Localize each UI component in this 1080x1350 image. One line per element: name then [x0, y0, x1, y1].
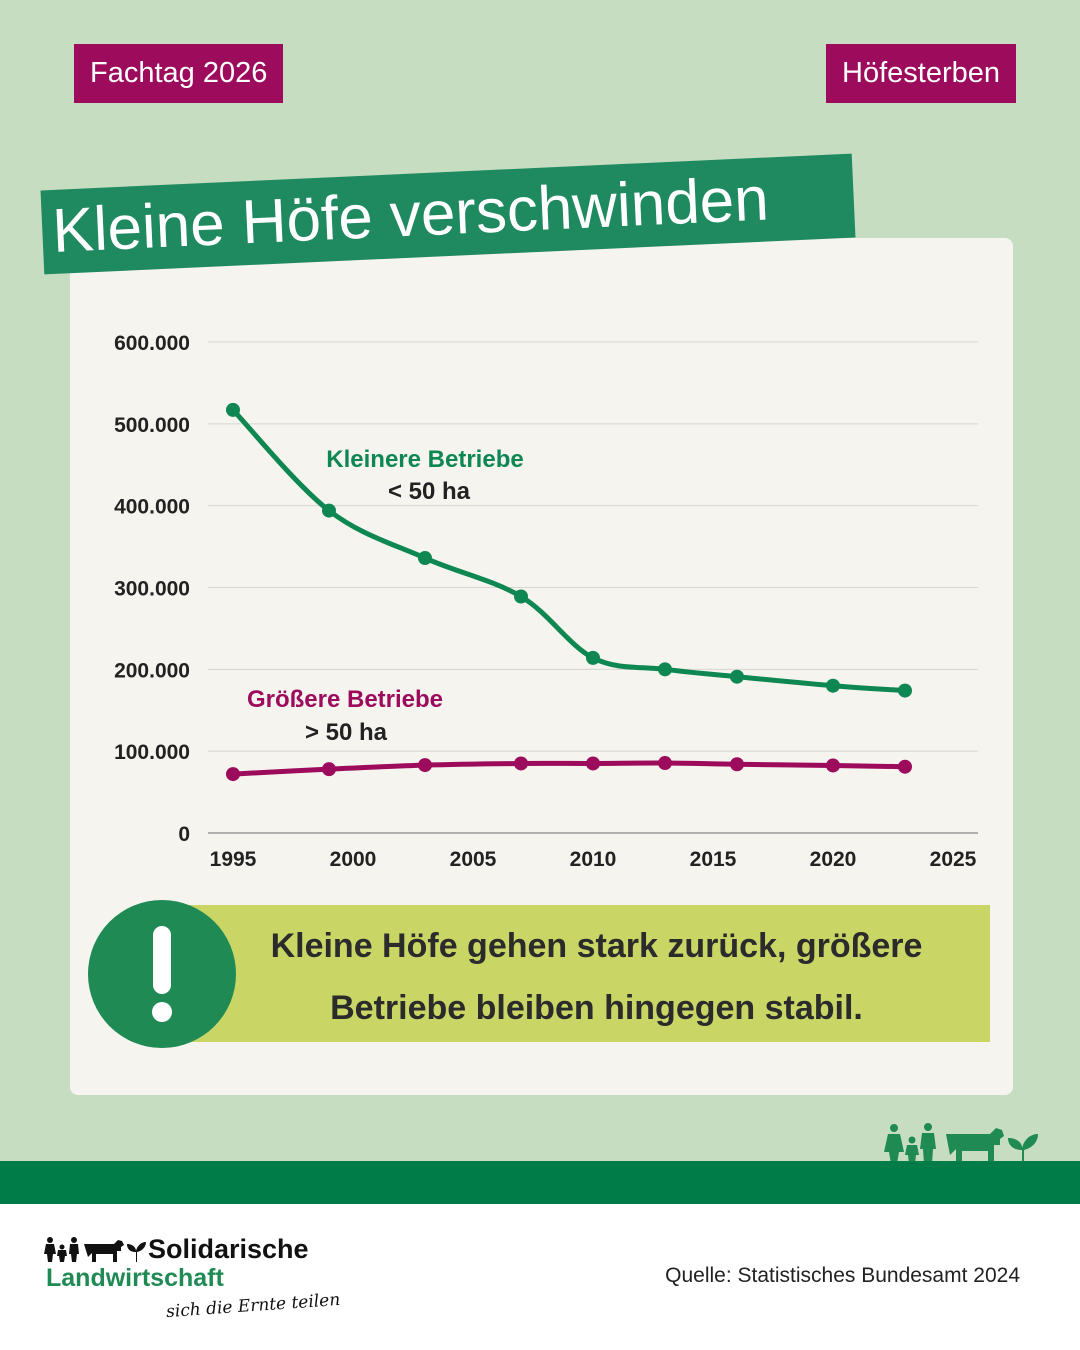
- topic-tag: Höfesterben: [826, 44, 1016, 103]
- logo-subtitle: Landwirtschaft: [46, 1264, 224, 1292]
- event-tag: Fachtag 2026: [74, 44, 284, 103]
- farm-decoration-icon: [884, 1123, 1038, 1164]
- child-icon: [908, 1136, 916, 1144]
- callout-line-1: Kleine Höfe gehen stark zurück, größere: [270, 927, 923, 965]
- logo: Solidarische Landwirtschaft sich die Ern…: [44, 1234, 344, 1324]
- source-note: Quelle: Statistisches Bundesamt 2024: [665, 1264, 1020, 1287]
- sprout-icon: [1008, 1134, 1038, 1164]
- cow-icon: [946, 1128, 1004, 1163]
- family-cow-icon: [44, 1237, 146, 1262]
- logo-title: Solidarische: [148, 1234, 309, 1264]
- callout-box: Kleine Höfe gehen stark zurück, größere …: [183, 905, 990, 1042]
- exclamation-icon: [88, 900, 236, 1048]
- callout-text: Kleine Höfe gehen stark zurück, größere …: [223, 915, 970, 1039]
- exclamation-dot: [152, 1002, 172, 1022]
- callout-line-2: Betriebe bleiben hingegen stabil.: [330, 989, 863, 1027]
- logo-tagline: sich die Ernte teilen: [165, 1289, 341, 1323]
- person-icon: [924, 1123, 932, 1131]
- footer: [0, 1204, 1080, 1350]
- person-icon: [890, 1124, 898, 1132]
- footer-band: [0, 1161, 1080, 1204]
- exclamation-bar: [153, 926, 171, 994]
